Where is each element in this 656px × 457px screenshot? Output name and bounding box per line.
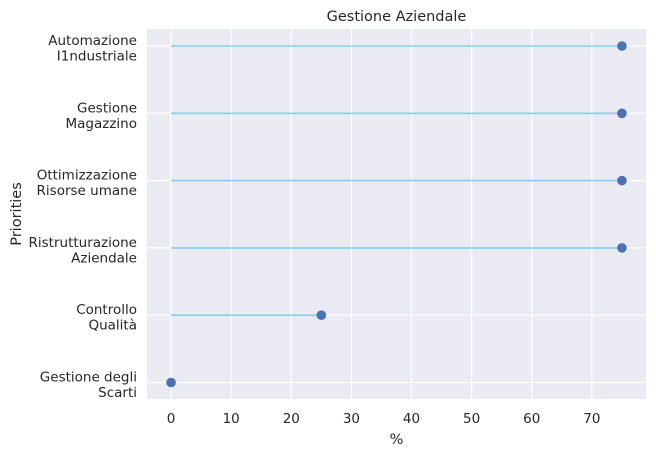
y-tick-label-line: Automazione	[48, 33, 137, 49]
chart-title: Gestione Aziendale	[327, 9, 467, 25]
y-tick-label-line: Risorse umane	[37, 183, 137, 199]
y-tick-label-line: Ristrutturazione	[29, 235, 138, 251]
x-tick-label: 70	[583, 411, 600, 427]
x-tick-label: 60	[523, 411, 540, 427]
y-tick-label-line: Magazzino	[65, 116, 137, 132]
lollipop-point	[617, 175, 627, 186]
lollipop-point	[617, 41, 627, 51]
y-tick-label-line: Gestione degli	[40, 370, 137, 386]
x-tick-label: 20	[283, 411, 300, 427]
x-tick-label: 0	[167, 411, 176, 427]
lollipop-point	[166, 377, 176, 388]
y-tick-label: Ottimizzazione Risorse umane	[37, 168, 137, 200]
y-tick-label: Ristrutturazione Aziendale	[29, 235, 138, 267]
marks-layer	[166, 41, 627, 388]
lollipop-point	[316, 310, 327, 321]
y-axis-label: Priorities	[9, 182, 25, 246]
y-tick-label: Gestione Magazzino	[65, 100, 137, 132]
x-tick-label: 30	[343, 411, 360, 427]
y-tick-label-line: Controllo	[76, 302, 137, 318]
x-tick-label: 50	[463, 411, 480, 427]
x-tick-label: 40	[403, 411, 420, 427]
x-axis-label: %	[390, 432, 404, 448]
tick-labels: 0 10 20 30 40 50 60 70 Automazione I1ndustriale Ge…	[29, 33, 601, 427]
y-tick-label: Controllo Qualità	[76, 302, 137, 334]
y-tick-label-line: Qualità	[88, 318, 137, 334]
y-tick-label-line: Aziendale	[71, 250, 137, 266]
lollipop-point	[617, 243, 627, 253]
y-tick-label: Gestione degli Scarti	[40, 370, 137, 402]
lollipop-point	[617, 108, 627, 119]
x-tick-label: 10	[223, 411, 240, 427]
y-tick-label-line: Scarti	[98, 385, 137, 401]
y-tick-label: Automazione I1ndustriale	[48, 33, 137, 65]
y-tick-label-line: Gestione	[77, 100, 137, 116]
y-tick-label-line: Ottimizzazione	[37, 168, 137, 184]
y-tick-label-line: I1ndustriale	[57, 49, 137, 65]
plot-background	[147, 29, 646, 399]
